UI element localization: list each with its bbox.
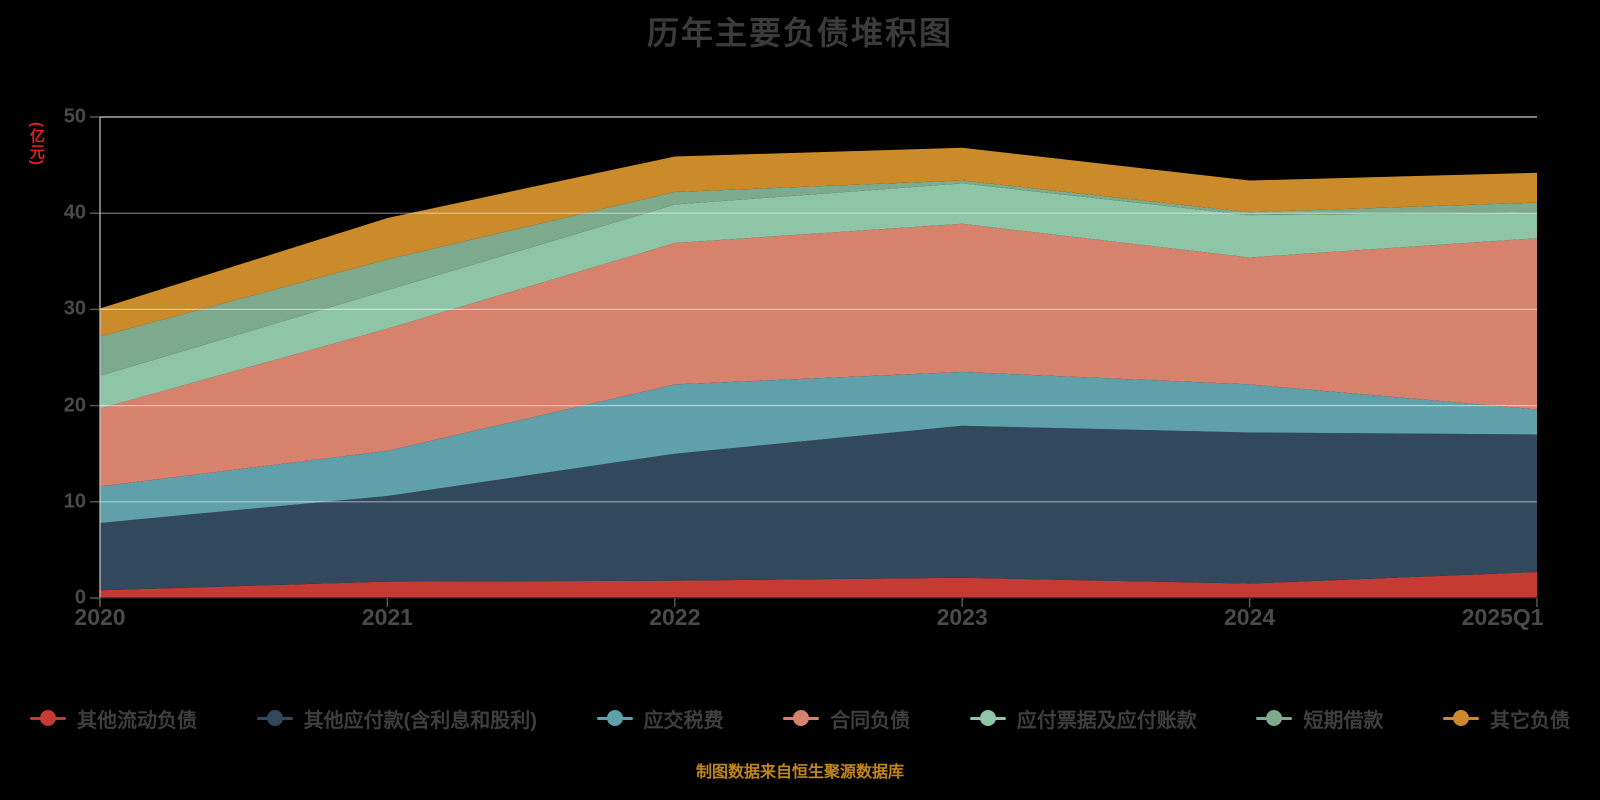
legend-line-dot-icon (256, 710, 293, 726)
area-series-5 (100, 180, 1537, 376)
legend-item-4[interactable]: 应付票据及应付账款 (969, 704, 1197, 733)
x-axis-label-2024: 2024 (1224, 604, 1276, 630)
legend-item-2[interactable]: 应交税费 (596, 704, 724, 733)
area-series-1 (100, 425, 1537, 591)
area-series-4 (100, 183, 1537, 409)
legend-label: 合同负债 (830, 709, 911, 732)
y-axis-label-0: 0 (74, 586, 86, 609)
chart-title: 历年主要负债堆积图 (646, 15, 953, 51)
legend-item-6[interactable]: 其它负债 (1442, 704, 1570, 733)
legend-label: 其他应付款(含利息和股利) (303, 709, 537, 732)
y-axis-label-40: 40 (63, 201, 86, 224)
legend-label: 其它负债 (1489, 709, 1570, 732)
legend-item-0[interactable]: 其他流动负债 (30, 704, 197, 733)
x-axis-label-2023: 2023 (936, 604, 988, 630)
legend-line-dot-icon (969, 710, 1006, 726)
legend-line-dot-icon (1256, 710, 1293, 726)
legend-line-dot-icon (30, 710, 66, 726)
area-series-2 (100, 371, 1537, 523)
legend-line-dot-icon (783, 710, 820, 726)
x-axis-label-2020: 2020 (74, 604, 126, 630)
legend-line-dot-icon (1442, 710, 1479, 726)
area-series-3 (100, 223, 1537, 487)
data-source-note: 制图数据来自恒生聚源数据库 (695, 764, 904, 781)
x-axis-label-2022: 2022 (649, 604, 701, 630)
legend: 其他流动负债 其他应付款(含利息和股利) 应交税费 合同负债 应付票据及应付账款 短期借款… (30, 700, 1570, 736)
area-series-6 (100, 147, 1537, 337)
legend-item-1[interactable]: 其他应付款(含利息和股利) (256, 704, 537, 733)
y-axis-label-10: 10 (63, 490, 86, 513)
y-axis-label-30: 30 (63, 297, 86, 320)
y-axis-label-20: 20 (63, 394, 86, 417)
x-axis-label-2025Q1: 2025Q1 (1461, 604, 1544, 630)
area-series-0 (100, 572, 1537, 598)
legend-label: 应交税费 (643, 709, 724, 732)
legend-item-3[interactable]: 合同负债 (783, 704, 910, 733)
legend-label: 其他流动负债 (77, 709, 197, 732)
legend-label: 短期借款 (1303, 709, 1384, 732)
y-axis-unit-label: (亿元) (28, 122, 45, 166)
legend-label: 应付票据及应付账款 (1016, 709, 1197, 732)
legend-item-5[interactable]: 短期借款 (1256, 704, 1383, 733)
y-axis-label-50: 50 (63, 105, 86, 128)
x-axis-label-2021: 2021 (361, 604, 413, 630)
legend-line-dot-icon (596, 710, 633, 726)
